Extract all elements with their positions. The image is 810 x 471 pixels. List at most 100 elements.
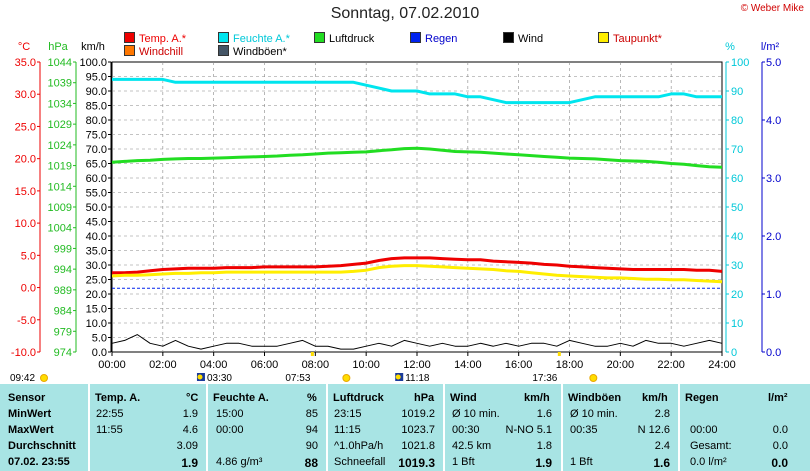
- temp-tick-label: 20.0: [15, 154, 36, 166]
- wind-tick-label: 30.0: [86, 260, 107, 272]
- x-tick-label: 20:00: [607, 359, 635, 371]
- wind-axis-title: km/h: [81, 41, 105, 53]
- table-cell-temp-v: 4.6: [182, 424, 198, 436]
- table-cell-rain-v: 0.0: [772, 424, 788, 436]
- legend-item-gusts: Windböen*: [218, 45, 287, 58]
- x-tick-label: 14:00: [454, 359, 482, 371]
- sun-icon: [40, 374, 48, 382]
- wind-tick-label: 95.0: [86, 72, 107, 84]
- legend-item-pressure: Luftdruck: [314, 32, 374, 45]
- table-divider: [678, 384, 680, 471]
- table-cell-hum-t: 15:00: [216, 408, 244, 420]
- axes: 35.0 30.0 25.0 20.0 15.0 10.0 5.0 0.0 -5.0 -10.0 °…: [11, 41, 781, 371]
- table-cell-gust-v: 2.4: [654, 440, 670, 452]
- table-cell-hum-v: 85: [305, 408, 318, 420]
- legend-swatch-windchill: [124, 45, 135, 56]
- series-line-temp-a: [112, 256, 723, 275]
- table-divider: [443, 384, 445, 471]
- humidity-tick-label: 80: [731, 115, 743, 127]
- pressure-tick-label: 979: [54, 326, 72, 338]
- wind-tick-label: 15.0: [86, 304, 107, 316]
- header-gusts: Windböen: [568, 392, 622, 404]
- wind-tick-label: 0.0: [92, 347, 107, 359]
- series-group: [111, 77, 723, 350]
- series-line-feuchte-a: [112, 77, 722, 105]
- events-group: 09:42 03:30 07:53 11:18 17:36: [10, 352, 598, 384]
- table-cell-temp-t: 22:55: [96, 408, 124, 420]
- x-tick-label: 22:00: [657, 359, 685, 371]
- legend-item-windchill: Windchill: [124, 45, 183, 58]
- wind-tick-label: 70.0: [86, 144, 107, 156]
- temp-axis-title: °C: [18, 41, 30, 53]
- legend-swatch-temp: [124, 32, 135, 43]
- legend-item-dewpoint: Taupunkt*: [598, 32, 662, 45]
- header-rain-unit: l/m²: [768, 392, 788, 404]
- wind-tick-label: 65.0: [86, 159, 107, 171]
- pressure-tick-label: 984: [54, 306, 72, 318]
- table-cell-gust-v: N 12.6: [637, 424, 670, 436]
- temp-tick-label: 15.0: [15, 186, 36, 198]
- table-cell-press-v: 1023.7: [401, 424, 435, 436]
- header-gusts-unit: km/h: [642, 392, 668, 404]
- table-cell-rain-t: 00:00: [690, 424, 718, 436]
- pressure-tick-label: 1014: [48, 181, 72, 193]
- table-cell-hum-t: 4.86 g/m³: [216, 456, 263, 468]
- pressure-tick-label: 1029: [48, 119, 72, 131]
- table-cell-gust-t: Ø 10 min.: [570, 408, 618, 420]
- stats-table: Sensor Temp. A. °C Feuchte A. % Luftdruc…: [0, 384, 810, 471]
- table-divider: [206, 384, 208, 471]
- table-cell-rain-t: 0.0 l/m²: [690, 456, 727, 468]
- pressure-axis-title: hPa: [48, 41, 68, 53]
- pressure-tick-label: 1034: [48, 98, 72, 110]
- header-rain: Regen: [685, 392, 719, 404]
- temp-tick-label: 5.0: [21, 250, 36, 262]
- pressure-tick-label: 999: [54, 243, 72, 255]
- table-cell-gust-v: 2.8: [654, 408, 670, 420]
- series-line-taupunkt: [111, 264, 723, 284]
- x-tick-label: 10:00: [352, 359, 380, 371]
- wind-tick-label: 60.0: [86, 173, 107, 185]
- wind-tick-label: 75.0: [86, 130, 107, 142]
- table-cell-press-t: 11:15: [334, 424, 361, 436]
- credit-label: © Weber Mike: [740, 3, 804, 14]
- table-cell-wind-t: 1 Bft: [452, 456, 475, 468]
- table-cell-temp-v: 1.9: [182, 408, 198, 420]
- table-cell-press-t: Schneefall: [334, 456, 386, 468]
- wind-tick-label: 10.0: [86, 318, 107, 330]
- table-cell-wind-v: N-NO 5.1: [505, 424, 552, 436]
- humidity-axis-title: %: [725, 41, 735, 53]
- sunrise-time-label: 17:36: [532, 373, 557, 384]
- table-cell-wind-t: 42.5 km: [452, 440, 492, 452]
- table-cell-hum-t: 00:00: [216, 424, 244, 436]
- moon-time-label: 03:30: [207, 373, 232, 384]
- table-cell-temp-v: 3.09: [176, 440, 198, 452]
- rain-tick-label: 0.0: [766, 347, 781, 359]
- moon-time-label: 11:18: [405, 373, 430, 384]
- pressure-tick-label: 1019: [48, 161, 72, 173]
- humidity-tick-label: 100: [731, 57, 749, 69]
- legend-item-wind: Wind: [503, 32, 543, 45]
- moon-icon-glyph: [197, 374, 203, 380]
- header-pressure: Luftdruck: [333, 392, 384, 404]
- wind-tick-label: 25.0: [86, 275, 107, 287]
- table-cell-press-t: 23:15: [334, 408, 362, 420]
- legend-swatch-rain: [410, 32, 421, 43]
- table-cell-press-v: 1021.8: [401, 440, 435, 452]
- table-cell-press-t: ^1.0hPa/h: [334, 440, 384, 452]
- table-cell-gust-t: 00:35: [570, 424, 598, 436]
- rain-axis-title: l/m²: [761, 41, 780, 53]
- x-tick-label: 02:00: [149, 359, 177, 371]
- temp-tick-label: 25.0: [15, 121, 36, 133]
- temp-tick-label: -10.0: [11, 347, 36, 359]
- moon-icon-glyph: [395, 374, 401, 380]
- table-cell-label: Durchschnitt: [8, 440, 76, 452]
- table-divider: [561, 384, 563, 471]
- header-sensor: Sensor: [8, 392, 46, 404]
- humidity-tick-label: 0: [731, 347, 737, 359]
- header-humidity-unit: %: [307, 392, 317, 404]
- humidity-tick-label: 20: [731, 289, 743, 301]
- temp-tick-label: -5.0: [17, 315, 36, 327]
- series-line-luftdruck: [111, 146, 723, 169]
- grid-lines: [112, 62, 722, 352]
- wind-tick-label: 5.0: [92, 333, 107, 345]
